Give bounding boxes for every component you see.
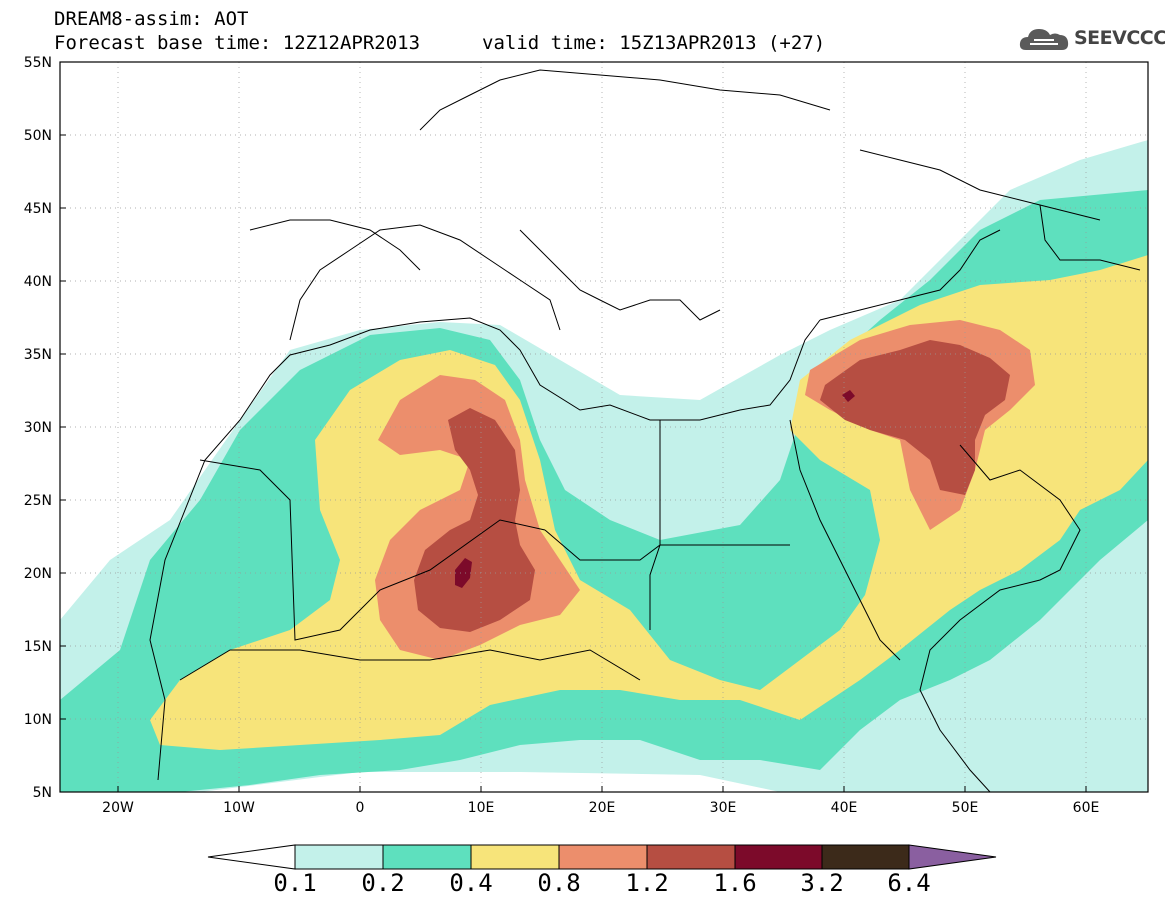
colorbar-label: 0.2: [361, 869, 405, 897]
logo-text: SEEVCCC: [1074, 27, 1165, 49]
graticule: [60, 62, 1148, 792]
aot-field: [60, 140, 1148, 792]
lat-label: 30N: [24, 420, 52, 436]
colorbar-swatch: [821, 844, 910, 870]
cloud-logo-icon: [1019, 29, 1069, 50]
coastlines: [149, 69, 1141, 792]
lon-label: 20W: [102, 800, 134, 816]
colorbar-label: 1.6: [713, 869, 757, 897]
lat-label: 45N: [24, 201, 52, 217]
lon-label: 10W: [223, 800, 255, 816]
colorbar-over-arrow: [908, 844, 997, 870]
lat-label: 15N: [24, 639, 52, 655]
colorbar-swatch: [382, 844, 472, 870]
colorbar-label: 1.2: [625, 869, 669, 897]
aot-contour-1.2-east: [820, 340, 1010, 495]
lon-label: 50E: [952, 800, 979, 816]
colorbar-swatch: [734, 844, 823, 870]
aot-contour-1.6-east: [842, 390, 855, 402]
colorbar-label: 3.2: [800, 869, 844, 897]
valid-time: valid time: 15Z13APR2013 (+27): [482, 32, 826, 54]
colorbar-swatch: [470, 844, 560, 870]
colorbar-swatch: [646, 844, 736, 870]
colorbar-label: 0.8: [537, 869, 581, 897]
lon-label: 0: [356, 800, 365, 816]
lat-label: 20N: [24, 566, 52, 582]
lat-label: 55N: [24, 55, 52, 71]
colorbar-under-arrow: [207, 844, 296, 870]
aot-contour-1.6: [455, 558, 472, 588]
colorbar-label: 0.4: [449, 869, 493, 897]
seevccc-logo: SEEVCCC: [1018, 24, 1165, 54]
lon-label: 30E: [710, 800, 737, 816]
lat-label: 25N: [24, 493, 52, 509]
map-title: DREAM8-assim: AOT: [54, 8, 249, 30]
lat-label: 5N: [33, 785, 52, 801]
lon-label: 60E: [1073, 800, 1100, 816]
lat-label: 35N: [24, 347, 52, 363]
ticks: [60, 61, 1087, 792]
colorbar: [207, 844, 997, 870]
aot-contour-1.2: [414, 408, 535, 632]
lat-label: 10N: [24, 712, 52, 728]
lat-label: 40N: [24, 274, 52, 290]
lon-label: 20E: [589, 800, 616, 816]
lon-label: 40E: [831, 800, 858, 816]
lon-label: 10E: [468, 800, 495, 816]
colorbar-swatch: [558, 844, 648, 870]
colorbar-label: 0.1: [273, 869, 317, 897]
forecast-base-time: Forecast base time: 12Z12APR2013: [54, 32, 421, 54]
colorbar-label: 6.4: [887, 869, 931, 897]
lat-label: 50N: [24, 128, 52, 144]
colorbar-swatch: [294, 844, 384, 870]
